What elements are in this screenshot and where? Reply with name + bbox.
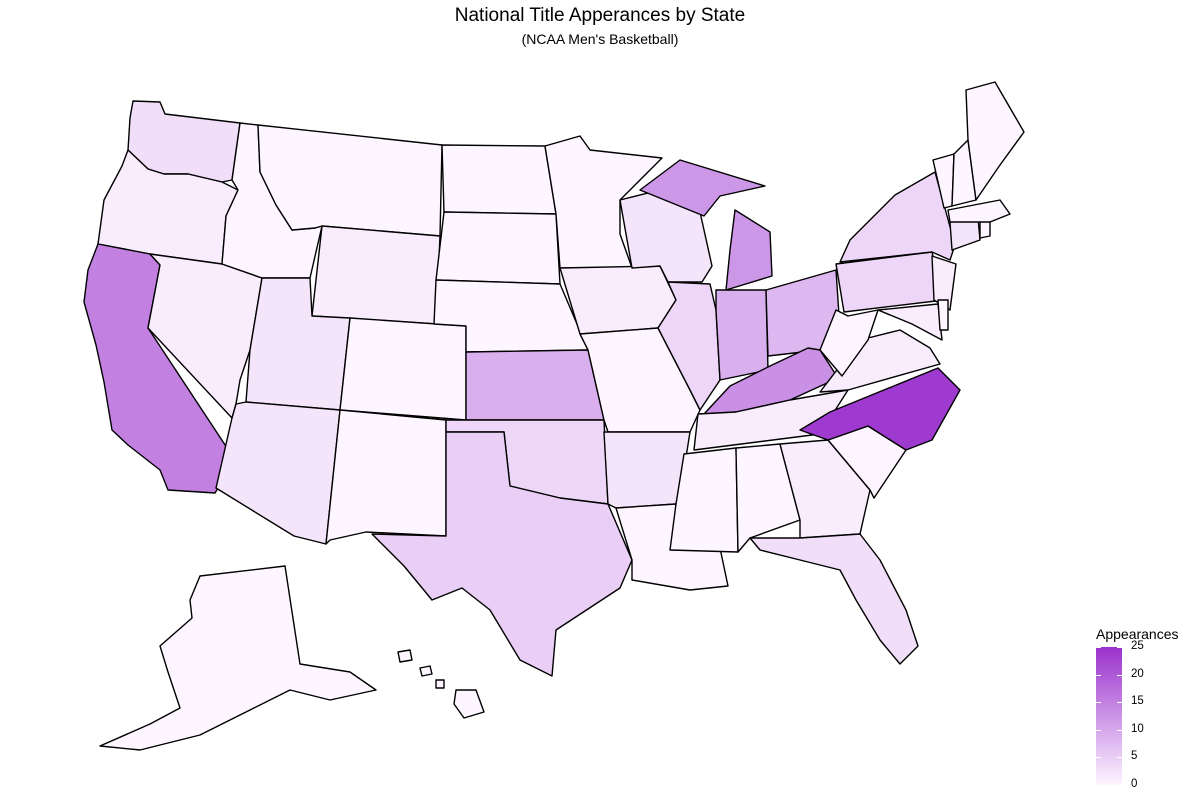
legend-tick-mark [1117,647,1122,648]
state-north-dakota [441,144,557,215]
state-michigan [639,159,773,291]
state-south-dakota [435,211,561,285]
legend-tick-label: 10 [1131,722,1144,735]
legend-tick-label: 15 [1131,695,1144,708]
legend-tick-mark [1096,785,1101,786]
state-new-jersey [931,255,957,311]
legend-tick-mark [1117,785,1122,786]
legend-tick-mark [1117,702,1122,703]
legend-tick-mark [1096,702,1101,703]
state-kansas [465,349,605,421]
legend-tick-label: 0 [1131,778,1138,790]
map-title: National Title Apperances by State [454,5,746,26]
state-arizona [215,401,341,545]
legend-title: Appearances [1096,626,1179,642]
state-mississippi [669,447,739,553]
state-north-carolina [799,367,961,451]
state-hawaii [397,649,485,719]
state-colorado [339,317,467,421]
state-illinois [657,281,721,411]
legend-color-bar [1096,647,1122,785]
state-alabama [735,443,801,553]
state-wyoming [311,225,441,325]
state-florida [749,533,919,665]
legend-tick-mark [1117,730,1122,731]
legend-tick-mark [1117,675,1122,676]
legend-tick-mark [1096,675,1101,676]
state-delaware [937,299,949,331]
state-maine [965,81,1025,201]
state-maryland [877,303,943,341]
state-massachusetts [947,199,1011,223]
state-connecticut [949,217,981,251]
legend-tick-mark [1096,757,1101,758]
legend-tick-label: 25 [1131,640,1144,652]
state-iowa [559,265,677,335]
legend-tick-label: 20 [1131,667,1144,680]
legend-tick-mark [1096,730,1101,731]
state-montana [257,124,443,237]
legend-tick-mark [1117,757,1122,758]
state-minnesota [544,135,663,269]
state-indiana [715,289,769,381]
legend-tick-mark [1096,647,1101,648]
state-new-mexico [325,409,447,545]
map-subtitle: (NCAA Men's Basketball) [521,31,679,47]
state-new-york [839,171,956,263]
state-texas [371,431,633,677]
legend-tick-label: 5 [1131,750,1138,763]
state-alaska [99,565,377,751]
